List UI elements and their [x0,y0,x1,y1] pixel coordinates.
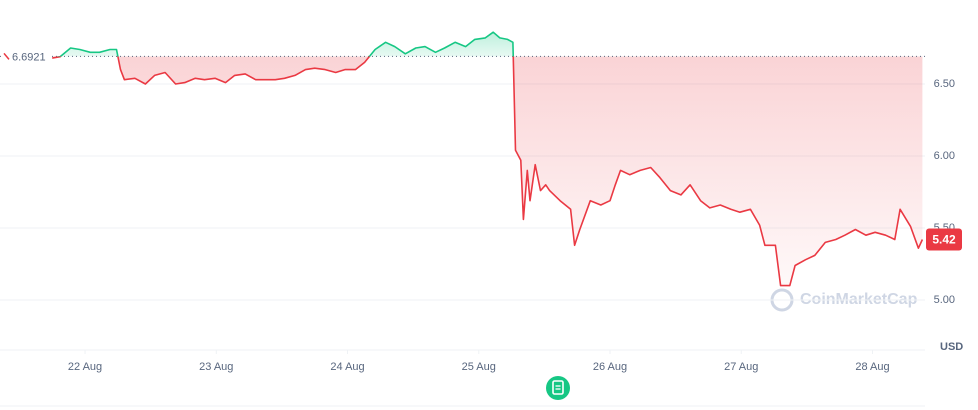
reference-label-tick [3,52,10,60]
x-tick-label: 25 Aug [462,361,496,373]
reference-label-bg [4,48,52,65]
y-unit: USD [940,341,963,353]
y-tick-label: 6.50 [934,78,955,90]
notes-button[interactable] [546,376,570,400]
price-area [52,32,923,286]
price-line [52,31,924,287]
reference-label-text: 6.6921 [12,51,46,63]
x-tick-label: 27 Aug [724,361,758,373]
last-price-bg [926,228,962,251]
notes-button-bg[interactable] [546,376,570,400]
last-price-label: 5.42 [932,233,956,247]
x-tick-label: 24 Aug [330,361,364,373]
x-tick-label: 26 Aug [593,361,627,373]
notes-icon[interactable] [552,380,564,395]
x-tick-label: 22 Aug [68,361,102,373]
x-tick-label: 23 Aug [199,361,233,373]
y-tick-label: 6.00 [934,150,955,162]
y-tick-label: 5.00 [934,294,955,306]
reference-label: 6.6921 [3,48,52,65]
x-tick-label: 28 Aug [855,361,889,373]
